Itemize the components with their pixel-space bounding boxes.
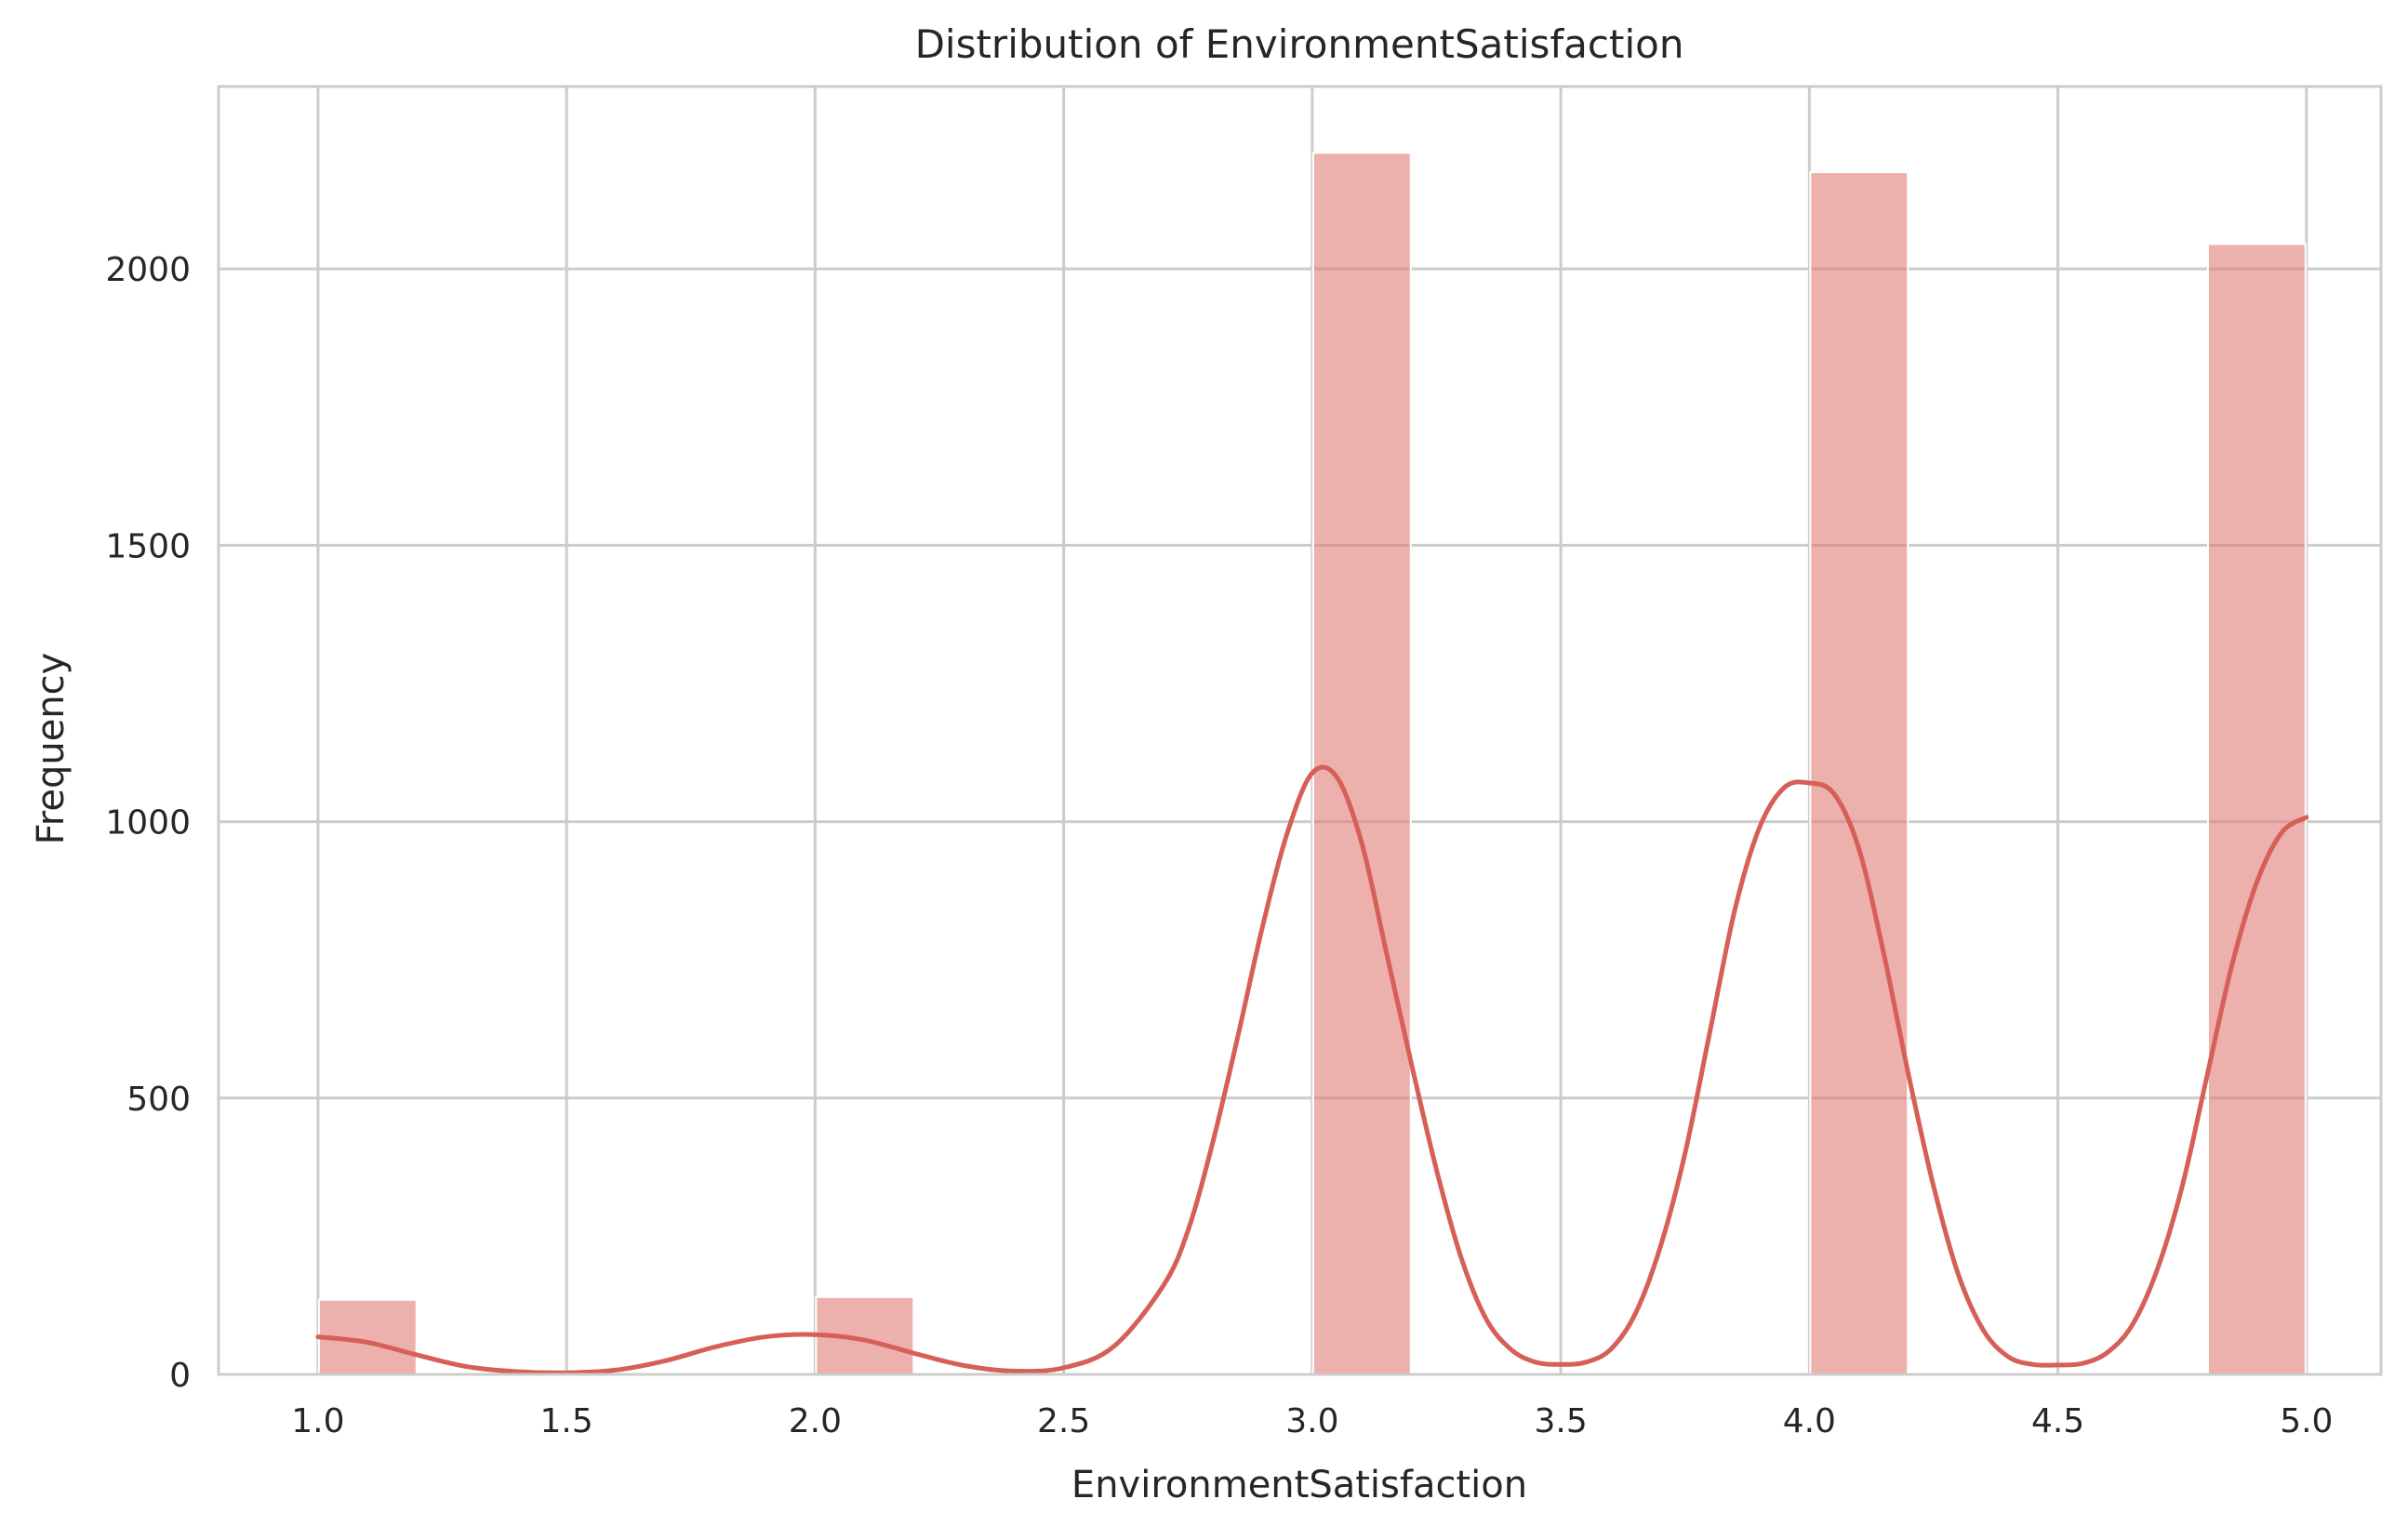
x-tick-label: 2.0: [789, 1402, 842, 1440]
x-tick-label: 3.5: [1534, 1402, 1587, 1440]
y-tick-label: 1500: [105, 527, 191, 565]
histogram-bar: [2206, 243, 2307, 1375]
x-tick-label: 4.0: [1783, 1402, 1836, 1440]
x-tick-label: 4.5: [2031, 1402, 2084, 1440]
x-tick-label: 1.5: [540, 1402, 593, 1440]
bar-layer: [317, 152, 2307, 1376]
grid-layer: [219, 86, 2381, 1376]
x-axis-label: EnvironmentSatisfaction: [1071, 1464, 1527, 1506]
y-tick-label: 0: [169, 1357, 191, 1395]
x-tick-label: 1.0: [291, 1402, 344, 1440]
x-tick-label: 5.0: [2280, 1402, 2333, 1440]
y-tick-label: 1000: [105, 804, 191, 842]
tick-layer: 1.0 1.5 2.0 2.5 3.0 3.5 4.0 4.5 5.0 0 500 1000 1500 2…: [105, 251, 2333, 1440]
histogram-bar: [1809, 171, 1909, 1375]
histogram-bar: [1311, 152, 1412, 1376]
y-tick-label: 2000: [105, 251, 191, 289]
kde-line: [315, 764, 2309, 1375]
y-tick-label: 500: [126, 1081, 191, 1119]
x-tick-label: 2.5: [1037, 1402, 1090, 1440]
kde-layer: [315, 764, 2309, 1375]
y-axis-label: Frequency: [30, 653, 73, 845]
chart-title: Distribution of EnvironmentSatisfaction: [915, 21, 1684, 67]
axes-frame: [217, 85, 2383, 1376]
x-tick-label: 3.0: [1285, 1402, 1338, 1440]
